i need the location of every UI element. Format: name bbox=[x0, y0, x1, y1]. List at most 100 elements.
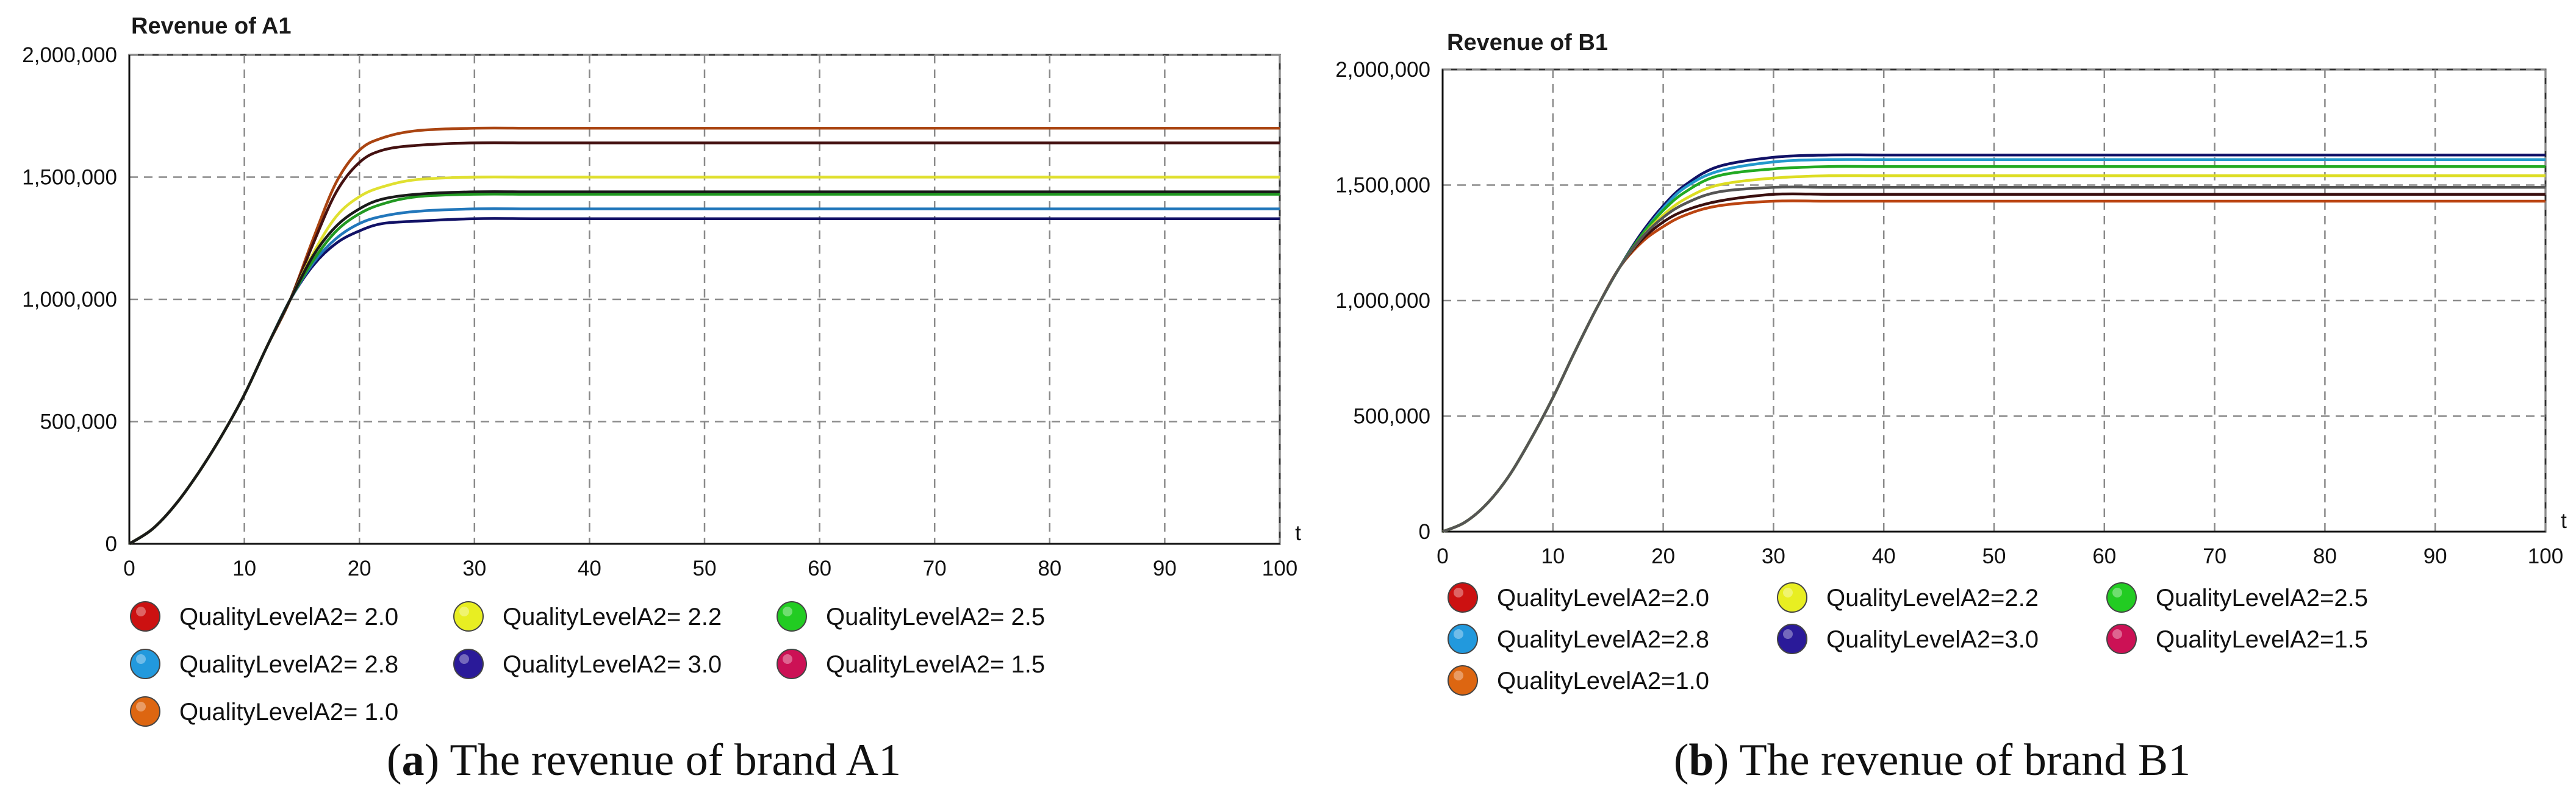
legend-label: QualityLevelA2= 2.0 bbox=[179, 604, 398, 630]
caption-b: (b) The revenue of brand B1 bbox=[1673, 735, 2191, 785]
chart-panel-a: 0 10 20 30 40 50 60 70 80 90 100 t 0 500,000 1,000,000… bbox=[22, 13, 1301, 785]
legend-label: QualityLevelA2=2.5 bbox=[2156, 585, 2368, 612]
legend-marker bbox=[1448, 665, 1478, 696]
legend-marker-highlight bbox=[1454, 671, 1463, 680]
x-axis-label: t bbox=[1295, 521, 1301, 545]
legend-item: QualityLevelA2= 2.0 bbox=[130, 601, 398, 632]
legend-marker bbox=[453, 649, 484, 679]
legend-label: QualityLevelA2= 2.8 bbox=[179, 651, 398, 678]
x-axis-label: t bbox=[2561, 509, 2567, 533]
legend-label: QualityLevelA2=1.0 bbox=[1497, 668, 1709, 694]
x-tick-label: 0 bbox=[123, 557, 135, 580]
chart-svg-a: 0 10 20 30 40 50 60 70 80 90 100 t 0 500,000 1,000,000… bbox=[22, 13, 1301, 727]
x-tick-label: 70 bbox=[2203, 544, 2226, 568]
legend-item: QualityLevelA2= 1.0 bbox=[130, 696, 398, 727]
legend-item: QualityLevelA2= 3.0 bbox=[453, 649, 722, 679]
y-tick-label: 500,000 bbox=[1353, 405, 1430, 429]
x-tick-label: 0 bbox=[1437, 544, 1448, 568]
legend-item: QualityLevelA2= 2.8 bbox=[130, 649, 398, 679]
x-tick-label: 70 bbox=[923, 557, 947, 580]
x-tick-label: 50 bbox=[1982, 544, 2006, 568]
legend-item: QualityLevelA2= 2.5 bbox=[777, 601, 1045, 632]
legend-marker-highlight bbox=[1783, 629, 1793, 639]
legend-marker-highlight bbox=[783, 607, 792, 616]
legend-item: QualityLevelA2=1.5 bbox=[2106, 624, 2368, 654]
legend-marker bbox=[1448, 582, 1478, 613]
caption-a-text: ) The revenue of brand A1 bbox=[424, 735, 902, 785]
x-tick-label: 90 bbox=[1153, 557, 1177, 580]
legend-marker bbox=[130, 649, 160, 679]
x-tick-label: 10 bbox=[232, 557, 256, 580]
y-tick-label: 1,500,000 bbox=[22, 166, 117, 190]
y-tick-label: 2,000,000 bbox=[22, 43, 117, 67]
x-tick-label: 80 bbox=[2313, 544, 2337, 568]
legend-marker bbox=[1777, 582, 1807, 613]
legend-label: QualityLevelA2= 1.5 bbox=[826, 651, 1045, 678]
x-tick-label: 30 bbox=[1762, 544, 1785, 568]
legend-label: QualityLevelA2=3.0 bbox=[1826, 626, 2039, 653]
y-tick-label: 1,000,000 bbox=[22, 288, 117, 312]
legend-marker bbox=[130, 696, 160, 727]
legend-item: QualityLevelA2=1.0 bbox=[1448, 665, 1709, 696]
caption-a-letter: a bbox=[401, 735, 425, 785]
x-tick-label: 40 bbox=[1872, 544, 1896, 568]
legend-marker-highlight bbox=[2112, 629, 2122, 639]
y-tick-label: 0 bbox=[1419, 520, 1430, 544]
legend-label: QualityLevelA2=2.0 bbox=[1497, 585, 1709, 612]
series-line bbox=[128, 190, 1280, 545]
legend-marker bbox=[777, 601, 807, 632]
legend-marker-highlight bbox=[459, 607, 469, 616]
legend-marker-highlight bbox=[783, 654, 792, 664]
y-tick-label: 0 bbox=[106, 532, 117, 556]
y-tick-label: 2,000,000 bbox=[1335, 58, 1430, 82]
x-tick-label: 50 bbox=[693, 557, 717, 580]
legend-label: QualityLevelA2= 2.5 bbox=[826, 604, 1045, 630]
y-tick-label: 1,500,000 bbox=[1335, 174, 1430, 198]
legend-label: QualityLevelA2=2.2 bbox=[1826, 585, 2039, 612]
legend-label: QualityLevelA2= 1.0 bbox=[179, 699, 398, 726]
legend-item: QualityLevelA2=2.5 bbox=[2106, 582, 2368, 613]
legend-item: QualityLevelA2=2.2 bbox=[1777, 582, 2039, 613]
legend-marker-highlight bbox=[136, 654, 146, 664]
legend-label: QualityLevelA2= 3.0 bbox=[503, 651, 722, 678]
legend-marker bbox=[1777, 624, 1807, 654]
caption-a: (a) The revenue of brand A1 bbox=[386, 735, 902, 785]
legend-marker bbox=[2106, 582, 2137, 613]
legend-marker-highlight bbox=[1454, 588, 1463, 597]
x-tick-label: 80 bbox=[1038, 557, 1061, 580]
legend-marker-highlight bbox=[136, 702, 146, 711]
legend-marker-highlight bbox=[459, 654, 469, 664]
legend-label: QualityLevelA2=1.5 bbox=[2156, 626, 2368, 653]
legend-label: QualityLevelA2= 2.2 bbox=[503, 604, 722, 630]
legend-marker-highlight bbox=[1783, 588, 1793, 597]
series-line bbox=[1442, 185, 2546, 533]
legend-marker-highlight bbox=[2112, 588, 2122, 597]
chart-title: Revenue of B1 bbox=[1447, 30, 1608, 55]
legend-marker bbox=[1448, 624, 1478, 654]
legend-item: QualityLevelA2=3.0 bbox=[1777, 624, 2039, 654]
legend-marker bbox=[130, 601, 160, 632]
chart-svg-b: 0 10 20 30 40 50 60 70 80 90 100 t 0 500,000 1,000,000… bbox=[1335, 30, 2567, 696]
legend-item: QualityLevelA2=2.0 bbox=[1448, 582, 1709, 613]
x-tick-label: 90 bbox=[2424, 544, 2447, 568]
x-tick-label: 20 bbox=[348, 557, 371, 580]
legend-item: QualityLevelA2= 2.2 bbox=[453, 601, 722, 632]
x-tick-label: 60 bbox=[2092, 544, 2116, 568]
y-tick-label: 500,000 bbox=[40, 410, 117, 434]
legend-marker-highlight bbox=[1454, 629, 1463, 639]
chart-title: Revenue of A1 bbox=[131, 13, 292, 39]
legend-marker-highlight bbox=[136, 607, 146, 616]
legend-item: QualityLevelA2= 1.5 bbox=[777, 649, 1045, 679]
caption-b-letter: b bbox=[1688, 735, 1714, 785]
legend-label: QualityLevelA2=2.8 bbox=[1497, 626, 1709, 653]
chart-panel-b: 0 10 20 30 40 50 60 70 80 90 100 t 0 500,000 1,000,000… bbox=[1288, 0, 2576, 806]
legend-marker bbox=[453, 601, 484, 632]
legend-item: QualityLevelA2=2.8 bbox=[1448, 624, 1709, 654]
x-tick-label: 100 bbox=[1262, 557, 1297, 580]
x-tick-label: 10 bbox=[1541, 544, 1565, 568]
x-tick-label: 60 bbox=[808, 557, 831, 580]
x-tick-label: 40 bbox=[578, 557, 601, 580]
y-tick-label: 1,000,000 bbox=[1335, 289, 1430, 313]
caption-b-text: ) The revenue of brand B1 bbox=[1713, 735, 2191, 785]
x-tick-label: 20 bbox=[1651, 544, 1675, 568]
